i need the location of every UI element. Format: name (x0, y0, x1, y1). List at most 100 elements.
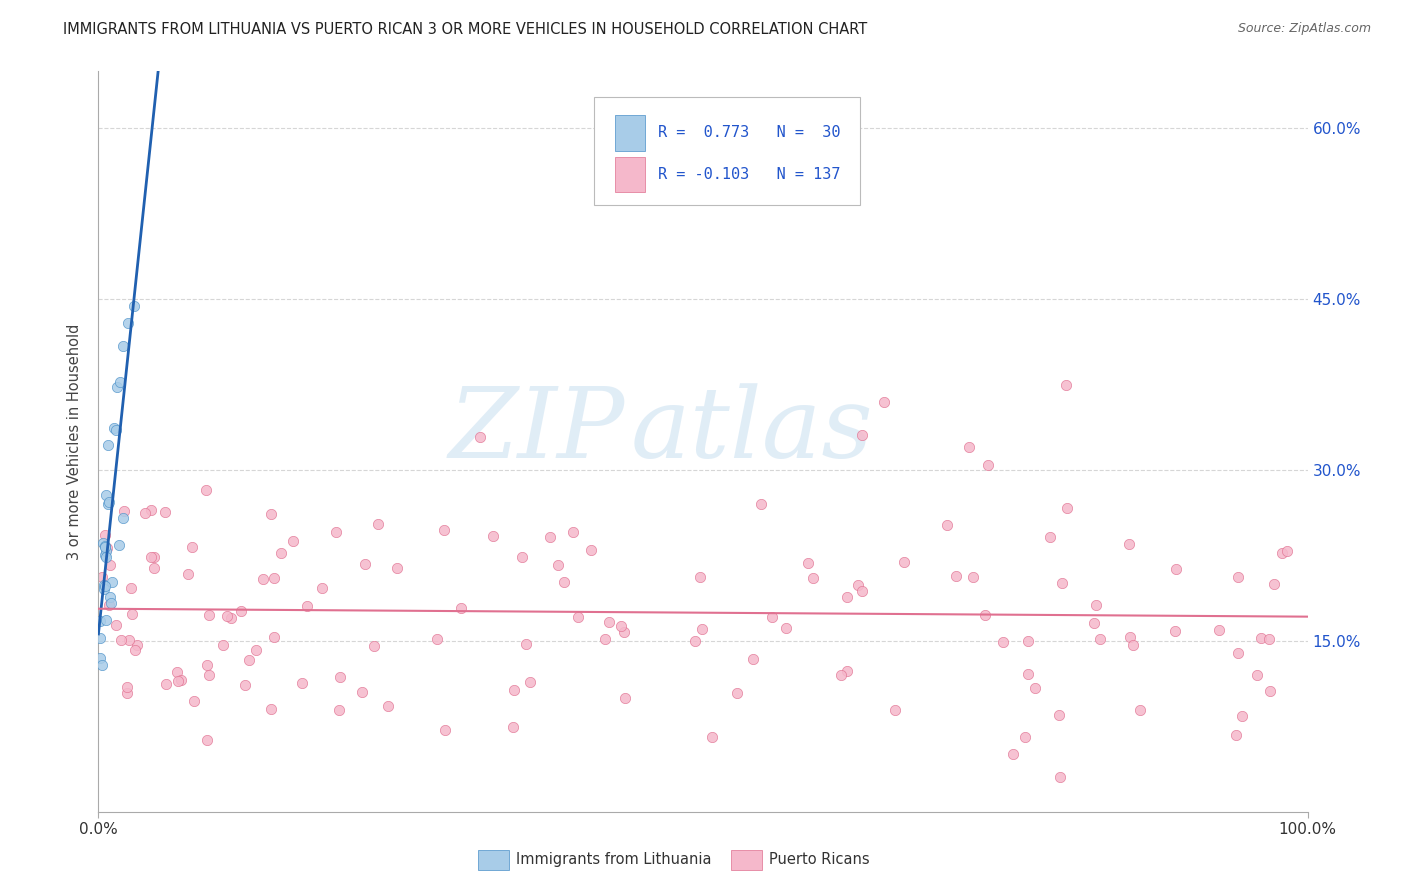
Point (125, 638, 148, 652)
Point (884, 703, 907, 717)
Point (90, 658, 112, 673)
Point (100, 596, 122, 610)
Point (219, 611, 242, 625)
Point (215, 609, 238, 624)
Point (610, 619, 633, 633)
Point (690, 622, 713, 636)
Point (350, 684, 373, 698)
Point (93, 582, 115, 596)
Point (233, 678, 256, 692)
Point (263, 571, 285, 585)
Point (103, 421, 125, 435)
Point (121, 607, 143, 621)
Point (377, 698, 399, 713)
Point (96, 541, 118, 555)
Point (91, 536, 114, 550)
Point (482, 529, 505, 543)
Point (936, 517, 959, 532)
Point (134, 506, 156, 520)
Point (94, 579, 117, 593)
Point (835, 664, 858, 678)
Point (252, 572, 274, 586)
Text: ZIP: ZIP (449, 383, 624, 478)
Point (387, 561, 409, 575)
FancyBboxPatch shape (614, 156, 645, 192)
Point (1225, 728, 1247, 742)
Point (1054, 377, 1077, 392)
Point (89, 614, 111, 628)
Point (689, 570, 711, 584)
Point (115, 686, 138, 700)
FancyBboxPatch shape (595, 97, 860, 204)
Point (1119, 630, 1142, 644)
Point (141, 503, 163, 517)
Point (211, 638, 233, 652)
Point (1014, 730, 1036, 744)
Point (270, 546, 292, 560)
Y-axis label: 3 or more Vehicles in Household: 3 or more Vehicles in Household (67, 324, 83, 559)
Point (118, 633, 141, 648)
Point (105, 618, 128, 632)
Point (353, 557, 375, 571)
Point (96, 488, 118, 502)
Point (108, 375, 131, 389)
Text: Immigrants from Lithuania: Immigrants from Lithuania (516, 853, 711, 867)
Point (112, 504, 135, 518)
Point (846, 578, 869, 592)
Point (94, 541, 117, 555)
Point (142, 550, 165, 565)
Text: R = -0.103   N = 137: R = -0.103 N = 137 (658, 167, 841, 182)
Text: R =  0.773   N =  30: R = 0.773 N = 30 (658, 125, 841, 140)
Point (742, 652, 765, 666)
Point (94, 549, 117, 564)
Point (238, 653, 260, 667)
Point (105, 380, 128, 394)
Point (124, 643, 146, 657)
Point (1122, 639, 1144, 653)
Point (1226, 646, 1249, 660)
Point (761, 610, 783, 624)
Point (749, 497, 772, 511)
Point (851, 583, 873, 598)
Point (110, 632, 132, 647)
Point (98, 495, 121, 509)
Point (97, 438, 120, 452)
Point (311, 582, 333, 596)
Point (120, 582, 142, 596)
Point (93, 539, 115, 553)
Point (1050, 575, 1073, 590)
Point (142, 561, 165, 575)
Point (194, 483, 217, 497)
Text: IMMIGRANTS FROM LITHUANIA VS PUERTO RICAN 3 OR MORE VEHICLES IN HOUSEHOLD CORREL: IMMIGRANTS FROM LITHUANIA VS PUERTO RICA… (63, 22, 868, 37)
Point (835, 591, 858, 605)
Point (153, 504, 176, 518)
Point (503, 683, 526, 698)
Point (94, 544, 117, 558)
Point (700, 730, 723, 744)
Point (433, 523, 456, 537)
Point (561, 524, 583, 539)
Point (1049, 770, 1071, 784)
Point (1088, 632, 1111, 647)
FancyBboxPatch shape (614, 115, 645, 151)
Point (117, 317, 139, 331)
Point (547, 558, 569, 572)
Point (613, 625, 636, 640)
Point (614, 691, 637, 706)
Point (1257, 632, 1279, 646)
Point (683, 634, 706, 648)
Point (93, 548, 115, 562)
Point (1017, 666, 1039, 681)
Point (1226, 570, 1249, 584)
Point (801, 571, 824, 585)
Point (105, 423, 128, 437)
Point (89, 631, 111, 645)
Point (1129, 703, 1152, 717)
Point (94, 613, 117, 627)
Point (502, 721, 524, 735)
Point (1263, 577, 1285, 591)
Point (426, 632, 449, 646)
Point (1275, 543, 1298, 558)
Point (1230, 709, 1253, 723)
Point (1258, 683, 1281, 698)
